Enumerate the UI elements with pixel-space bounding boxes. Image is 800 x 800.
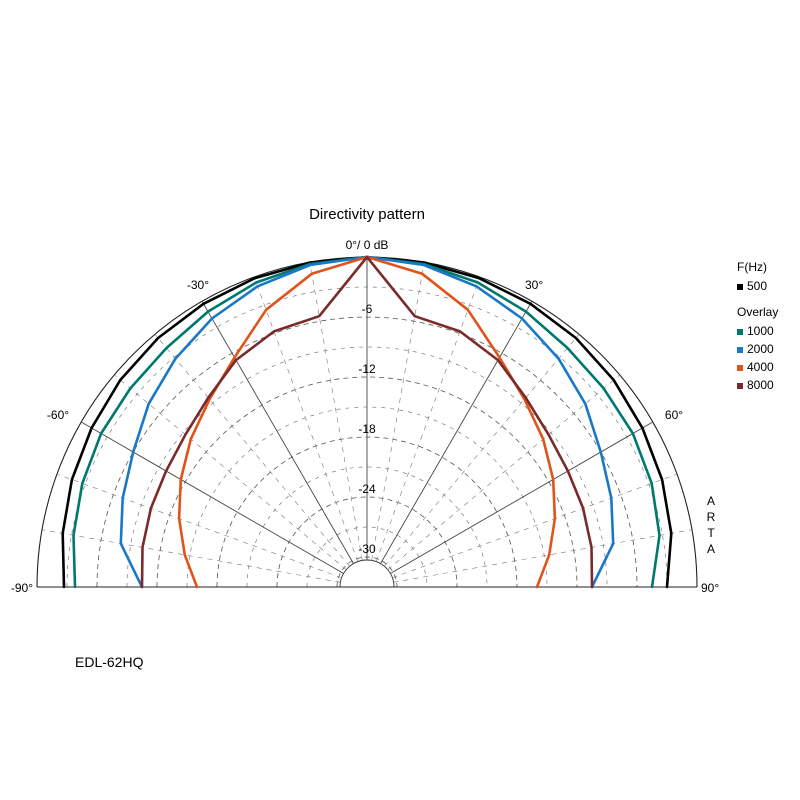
radial-minor xyxy=(384,334,580,567)
angle-label: -90° xyxy=(11,581,33,595)
model-label: EDL-62HQ xyxy=(75,654,144,670)
watermark-letter: R xyxy=(707,510,716,524)
watermark-letter: A xyxy=(707,542,715,556)
grid-ring-minor xyxy=(306,526,428,588)
db-tick-label: -18 xyxy=(358,422,376,436)
legend-swatch-2000 xyxy=(737,347,743,353)
db-tick-label: -12 xyxy=(358,362,376,376)
legend-overlay-header: Overlay xyxy=(737,305,778,319)
center-hole xyxy=(339,559,395,588)
series-layer xyxy=(61,255,673,589)
angle-label: -30° xyxy=(187,278,209,292)
legend-swatch-4000 xyxy=(737,365,743,371)
radial-major xyxy=(80,421,344,574)
legend: F(Hz) Overlay 500 1000 2000 4000 8000 xyxy=(737,260,778,392)
radial-minor xyxy=(387,374,620,570)
grid-ring-minor xyxy=(126,346,608,588)
polar-grid xyxy=(36,256,698,588)
legend-header: F(Hz) xyxy=(737,260,767,274)
angle-label: 30° xyxy=(525,278,543,292)
radial-minor xyxy=(392,473,678,579)
db-tick-label: -24 xyxy=(358,482,376,496)
radial-minor xyxy=(309,261,363,561)
grid-ring-minor xyxy=(246,466,488,588)
angle-label: -60° xyxy=(47,408,69,422)
legend-label-8000: 8000 xyxy=(747,378,774,392)
watermark-letter: A xyxy=(707,494,715,508)
radial-minor xyxy=(371,261,425,561)
chart-title: Directivity pattern xyxy=(309,206,425,223)
db-tick-label: -6 xyxy=(362,302,373,316)
radial-major xyxy=(201,300,354,564)
radial-minor xyxy=(375,276,481,562)
radial-minor xyxy=(114,374,347,570)
db-tick-label: -30 xyxy=(358,542,376,556)
radial-minor xyxy=(154,334,350,567)
watermark-letter: T xyxy=(707,526,715,540)
legend-label-2000: 2000 xyxy=(747,342,774,356)
angle-label: 60° xyxy=(665,408,683,422)
center-label: 0°/ 0 dB xyxy=(346,238,389,252)
radial-minor xyxy=(253,276,359,562)
radial-minor xyxy=(393,529,693,583)
radial-minor xyxy=(56,473,342,579)
legend-swatch-500 xyxy=(737,284,743,290)
labels-layer: Directivity pattern 0°/ 0 dB EDL-62HQ -6… xyxy=(11,206,720,670)
legend-label-500: 500 xyxy=(747,279,767,293)
series-8000 xyxy=(140,255,594,589)
radial-major xyxy=(380,300,533,564)
legend-swatch-8000 xyxy=(737,383,743,389)
legend-label-1000: 1000 xyxy=(747,324,774,338)
angle-label: 90° xyxy=(701,581,719,595)
radial-major xyxy=(390,421,654,574)
radial-minor xyxy=(41,529,341,583)
legend-label-4000: 4000 xyxy=(747,360,774,374)
legend-swatch-1000 xyxy=(737,329,743,335)
